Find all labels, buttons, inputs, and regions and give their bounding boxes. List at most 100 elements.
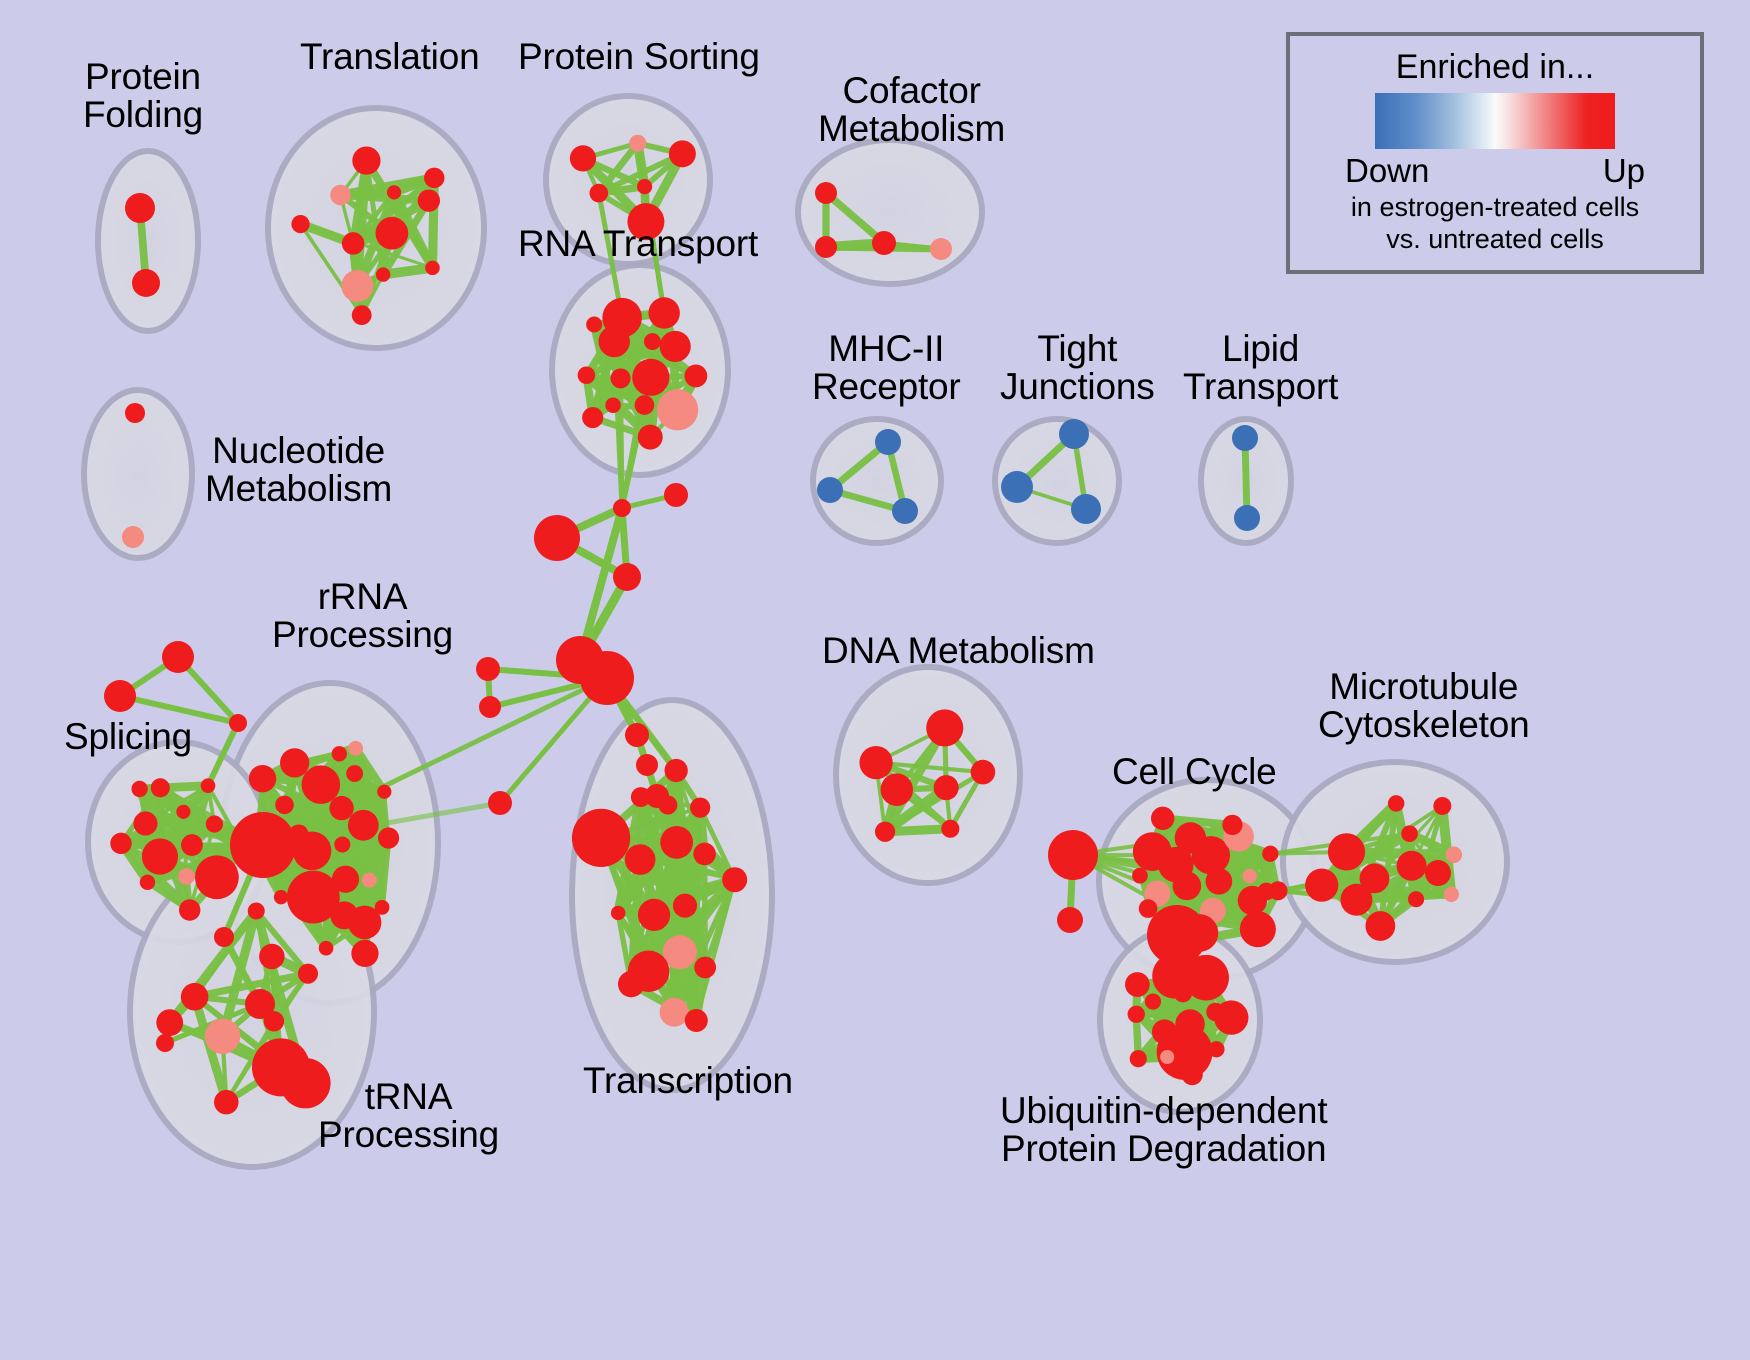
network-node [662,935,697,970]
network-node [664,483,688,507]
network-node [273,890,289,905]
network-node [617,970,645,998]
network-node [280,1057,331,1109]
network-node [110,832,132,855]
network-node [1174,822,1207,854]
network-node [351,939,379,968]
network-node [1443,886,1459,903]
network-edge [589,309,668,422]
network-node [1401,825,1418,843]
network-node [178,868,195,885]
network-node [1001,471,1033,503]
network-node [375,216,409,250]
network-node [580,651,634,705]
network-node [610,368,631,389]
network-edge [880,824,955,837]
network-node [1232,425,1258,451]
network-node [297,963,319,984]
network-edge [1241,434,1251,522]
cluster-label-tight-junctions: Tight Junctions [1000,328,1155,408]
cluster-label-translation: Translation [300,36,480,77]
network-node [1208,1041,1225,1058]
network-node [1147,905,1207,965]
network-node [1327,833,1366,871]
network-node [334,836,351,853]
network-node [331,865,360,893]
network-node [204,1018,241,1054]
network-node [668,140,696,168]
network-node [1425,860,1451,886]
network-node [613,563,641,591]
network-node [569,145,597,172]
network-node [1268,881,1288,901]
network-node [1156,1024,1213,1080]
cluster-label-protein-sorting: Protein Sorting [518,36,760,77]
network-node [1183,954,1229,1001]
network-node [377,827,400,849]
network-node [205,815,224,833]
network-node [1125,972,1150,997]
network-node [577,366,596,385]
network-node [684,1009,708,1033]
network-node [479,696,501,718]
cluster-hull-protein-folding [95,148,201,334]
network-node [329,795,354,821]
network-node [643,333,661,351]
network-node [817,477,843,503]
legend-subtitle-line2: vs. untreated cells [1386,224,1604,255]
network-node [341,269,374,302]
network-node [1150,806,1175,831]
network-node [627,203,665,241]
network-node [660,825,694,859]
network-node [586,316,603,333]
network-edge [497,675,610,806]
network-node [263,1011,285,1032]
network-node [139,874,156,891]
cluster-label-cofactor-metabolism: Cofactor Metabolism [818,70,1006,150]
network-edge [352,156,371,291]
network-node [229,714,247,732]
network-node [1340,883,1373,916]
network-node [488,791,512,815]
network-node [582,406,604,429]
network-node [214,927,234,947]
network-node [1059,419,1089,449]
network-node [632,358,670,396]
network-node [637,179,653,195]
network-node [248,764,277,793]
network-node [1048,830,1098,880]
network-node [214,1089,239,1115]
network-node [125,403,145,423]
cluster-label-splicing: Splicing [64,716,192,757]
network-node [892,498,918,524]
network-node [672,893,698,918]
cluster-label-mhc-ii-receptor: MHC-II Receptor [812,328,961,408]
network-node [625,723,649,747]
network-node [1181,1063,1203,1086]
cluster-label-protein-folding: Protein Folding [83,56,203,136]
network-node [1387,795,1405,812]
network-node [664,758,688,783]
network-node [280,748,310,778]
network-node [815,236,837,258]
network-node [476,657,500,681]
network-node [880,773,914,806]
network-edge [596,190,625,321]
network-node [386,185,402,200]
cluster-label-trna-processing: tRNA Processing [318,1076,500,1156]
network-node [424,167,445,189]
network-edge [613,875,740,918]
legend-title: Enriched in... [1395,48,1595,86]
network-node [872,231,896,255]
network-node [200,778,216,793]
network-node [1127,1005,1145,1023]
network-node [1262,845,1279,862]
cluster-label-rrna-processing: rRNA Processing [272,576,454,656]
network-edge [1437,801,1457,900]
network-edge [190,992,231,1107]
network-node [659,330,691,363]
network-node [347,809,379,841]
network-node [645,784,669,808]
network-edge [697,805,738,883]
network-edge [873,760,986,775]
